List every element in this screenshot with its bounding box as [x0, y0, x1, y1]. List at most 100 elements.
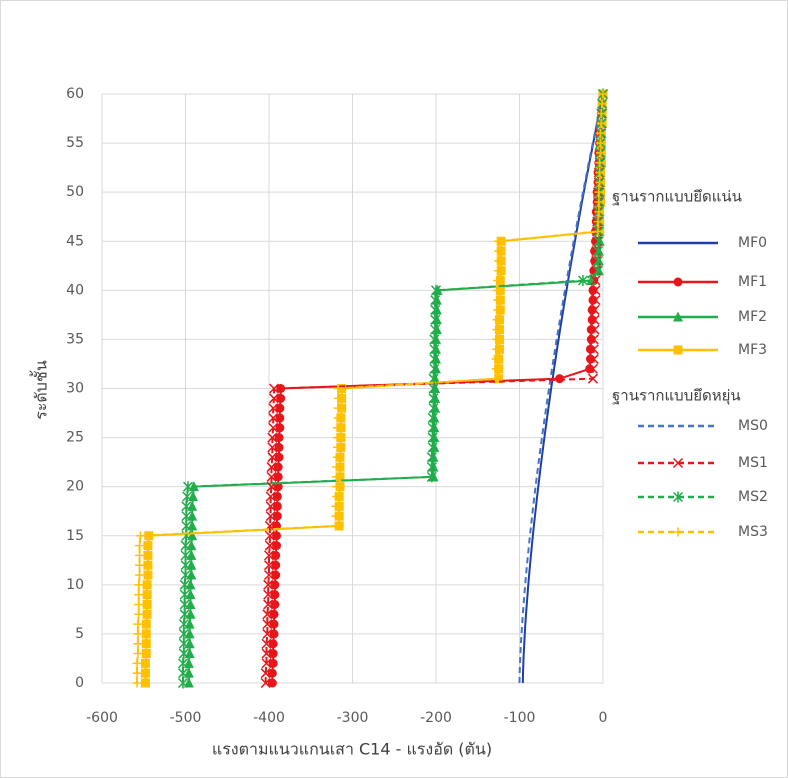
legend-label: MS0 [738, 418, 768, 434]
marker [493, 285, 503, 295]
marker [673, 277, 683, 287]
y-tick-label: 0 [75, 675, 84, 691]
marker [178, 638, 189, 650]
marker [428, 451, 439, 462]
marker [431, 353, 441, 364]
marker [598, 89, 608, 99]
marker [272, 541, 282, 551]
marker [180, 549, 191, 561]
marker [429, 412, 440, 423]
marker [593, 217, 603, 227]
x-tick-label: -400 [253, 710, 285, 726]
marker [265, 511, 276, 522]
marker [179, 608, 190, 620]
y-tick-label: 5 [75, 626, 84, 642]
marker [268, 393, 280, 404]
marker [135, 541, 145, 551]
marker [590, 285, 601, 296]
marker [595, 168, 605, 178]
marker [430, 304, 441, 316]
marker [141, 619, 151, 629]
marker [492, 315, 502, 325]
marker [178, 618, 189, 630]
marker [188, 490, 199, 501]
marker [181, 500, 192, 512]
marker [187, 500, 198, 511]
marker [179, 589, 190, 601]
marker [267, 442, 278, 453]
marker [430, 383, 441, 393]
marker [185, 589, 196, 600]
marker [585, 344, 595, 354]
marker [185, 579, 196, 590]
marker [132, 658, 142, 668]
marker [588, 354, 599, 365]
marker [133, 629, 143, 639]
marker [133, 639, 143, 649]
marker [271, 560, 281, 570]
y-tick-label: 20 [66, 479, 84, 495]
marker [140, 668, 150, 678]
marker [429, 363, 440, 375]
marker [332, 482, 342, 492]
marker [273, 472, 283, 482]
marker [332, 462, 342, 472]
marker [596, 118, 606, 128]
marker [184, 618, 195, 629]
marker [134, 609, 144, 619]
marker [143, 560, 153, 570]
marker [141, 629, 151, 639]
marker [180, 569, 191, 581]
y-tick-label: 55 [66, 135, 84, 151]
marker [333, 403, 343, 413]
marker [593, 226, 603, 236]
marker [427, 422, 438, 434]
marker [268, 422, 279, 433]
marker [132, 668, 142, 678]
y-tick-label: 15 [66, 528, 84, 544]
marker [268, 412, 279, 423]
marker [588, 334, 599, 345]
x-tick-label: -200 [420, 710, 452, 726]
marker [267, 678, 277, 688]
y-tick-label: 35 [66, 331, 84, 347]
marker [262, 628, 273, 639]
marker [493, 295, 503, 305]
marker [142, 580, 152, 590]
marker [269, 609, 279, 619]
marker [133, 649, 143, 659]
marker [494, 266, 504, 276]
marker [140, 678, 150, 688]
marker [597, 99, 607, 109]
y-tick-label: 40 [66, 282, 84, 298]
marker [428, 461, 439, 472]
marker [591, 255, 602, 266]
marker [261, 638, 272, 649]
marker [141, 639, 151, 649]
marker [430, 324, 441, 336]
marker [428, 471, 439, 482]
marker [140, 658, 150, 668]
marker [331, 511, 341, 521]
marker [142, 599, 152, 609]
marker [187, 530, 198, 541]
marker [274, 433, 284, 443]
marker [594, 207, 604, 217]
x-tick-label: -100 [504, 710, 536, 726]
marker [265, 501, 276, 512]
marker [590, 275, 601, 286]
marker [595, 128, 605, 138]
marker [592, 265, 604, 277]
marker [273, 482, 283, 492]
marker [431, 333, 441, 344]
marker [142, 609, 152, 619]
marker [592, 236, 603, 247]
marker [494, 246, 504, 256]
marker [577, 275, 588, 287]
legend-label: MS3 [738, 524, 768, 540]
marker [263, 589, 274, 600]
marker [132, 678, 142, 688]
marker [589, 304, 600, 315]
marker [673, 311, 683, 322]
y-tick-label: 30 [66, 381, 84, 397]
